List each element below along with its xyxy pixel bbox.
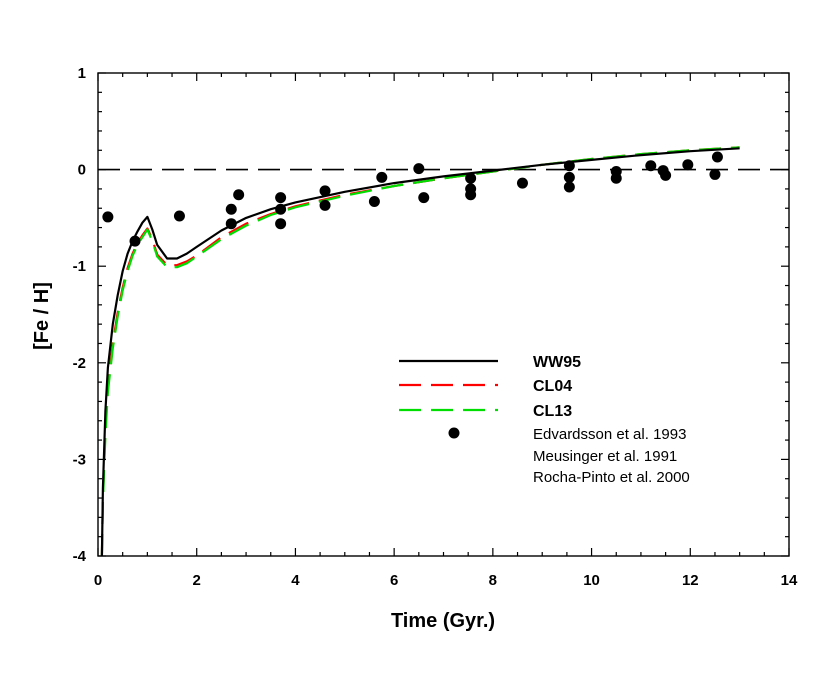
data-point-13 bbox=[413, 163, 425, 175]
x-tick-label-12: 12 bbox=[682, 572, 699, 589]
x-tick-label-14: 14 bbox=[781, 572, 798, 589]
data-point-1 bbox=[129, 235, 141, 247]
legend-marker-observations bbox=[448, 427, 460, 439]
legend-label-observation-2: Rocha-Pinto et al. 2000 bbox=[533, 469, 690, 486]
x-tick-label-10: 10 bbox=[583, 572, 600, 589]
data-point-14 bbox=[418, 192, 430, 204]
x-tick-label-6: 6 bbox=[390, 572, 398, 589]
legend-label-ww95: WW95 bbox=[533, 354, 581, 371]
legend-label-observation-1: Meusinger et al. 1991 bbox=[533, 448, 677, 465]
data-point-12 bbox=[376, 171, 388, 183]
data-point-28 bbox=[709, 168, 721, 180]
x-tick-label-8: 8 bbox=[489, 572, 497, 589]
y-tick-label--4: -4 bbox=[73, 548, 87, 565]
y-tick-label-0: 0 bbox=[78, 162, 86, 179]
data-point-4 bbox=[225, 218, 237, 230]
axes: 0 2 4 6 8 10 12 14 -4 -3 -2 -1 0 1 bbox=[73, 65, 798, 589]
y-tick-label--3: -3 bbox=[73, 451, 86, 468]
data-point-6 bbox=[275, 192, 287, 204]
data-point-0 bbox=[102, 211, 114, 223]
observations-layer bbox=[102, 151, 723, 247]
legend-label-cl04: CL04 bbox=[533, 378, 572, 395]
data-point-23 bbox=[610, 172, 622, 184]
y-tick-label--1: -1 bbox=[73, 258, 86, 275]
data-point-17 bbox=[465, 189, 477, 201]
data-point-10 bbox=[319, 199, 331, 211]
data-point-19 bbox=[563, 160, 575, 172]
data-point-29 bbox=[711, 151, 723, 163]
data-point-3 bbox=[225, 203, 237, 215]
y-tick-label-1: 1 bbox=[78, 65, 86, 82]
data-point-20 bbox=[563, 171, 575, 183]
legend: WW95 CL04 CL13 Edvardsson et al. 1993 Meusin… bbox=[399, 354, 690, 486]
data-point-5 bbox=[233, 189, 245, 201]
data-point-24 bbox=[645, 160, 657, 172]
y-tick-label--2: -2 bbox=[73, 355, 86, 372]
x-tick-label-0: 0 bbox=[94, 572, 102, 589]
data-point-8 bbox=[275, 218, 287, 230]
data-point-15 bbox=[465, 172, 477, 184]
x-tick-label-2: 2 bbox=[193, 572, 201, 589]
legend-label-cl13: CL13 bbox=[533, 403, 572, 420]
x-tick-label-4: 4 bbox=[291, 572, 300, 589]
series-line-cl13 bbox=[100, 146, 740, 557]
legend-label-observation-0: Edvardsson et al. 1993 bbox=[533, 426, 686, 443]
data-point-9 bbox=[319, 185, 331, 197]
y-axis-title: [Fe / H] bbox=[31, 282, 53, 350]
data-point-27 bbox=[682, 159, 694, 171]
data-point-2 bbox=[173, 210, 185, 222]
series-line-cl04 bbox=[100, 146, 740, 557]
data-point-11 bbox=[368, 195, 380, 207]
x-axis-title: Time (Gyr.) bbox=[391, 610, 495, 632]
series-line-ww95 bbox=[100, 147, 740, 557]
data-point-21 bbox=[563, 181, 575, 193]
data-point-26 bbox=[660, 169, 672, 181]
data-point-7 bbox=[275, 203, 287, 215]
series-layer bbox=[98, 146, 789, 557]
data-point-18 bbox=[516, 177, 528, 189]
